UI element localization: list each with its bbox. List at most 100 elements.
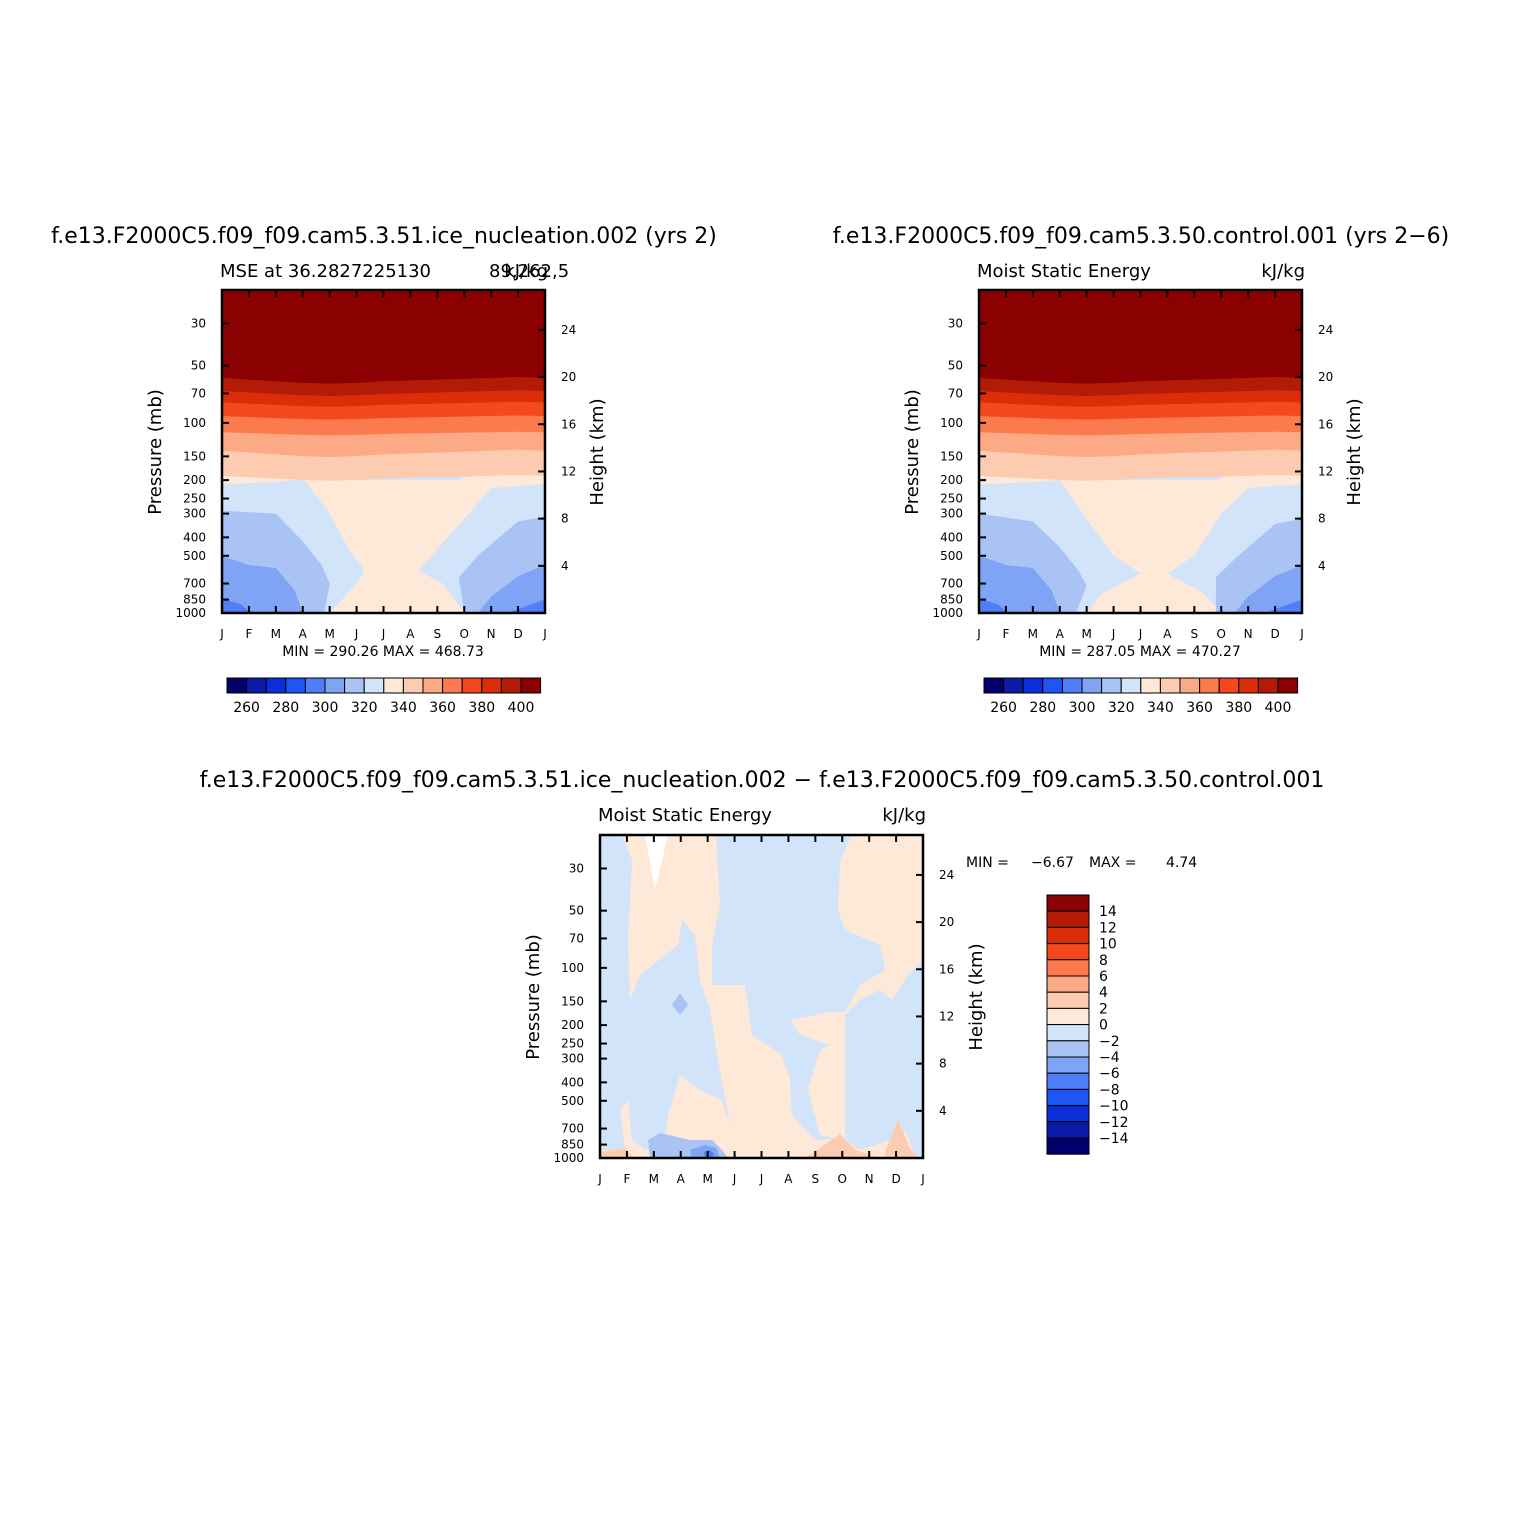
colorbar-c-swatch <box>1046 975 1090 993</box>
a-ytick-label: 850 <box>183 593 206 607</box>
b-ytick-label: 700 <box>940 577 963 591</box>
colorbar-swatch <box>983 677 1005 694</box>
colorbar-swatch <box>442 677 463 694</box>
a-ytick-right-label: 20 <box>561 370 576 384</box>
colorbar-swatch <box>422 677 444 694</box>
b-xtick-label: D <box>1270 627 1279 641</box>
a-xtick-label: D <box>513 627 522 641</box>
colorbar-c-swatch <box>1046 910 1090 928</box>
a-xtick-label: N <box>487 627 496 641</box>
c-ytick-label: 1000 <box>553 1151 584 1165</box>
a-ytick-label: 400 <box>183 530 206 544</box>
colorbar-swatch <box>520 677 542 694</box>
colorbar-c-label: 12 <box>1099 920 1117 936</box>
diff-region-neg-core <box>704 1150 714 1158</box>
colorbar-swatch <box>1257 677 1279 694</box>
b-xtick-label: F <box>1002 627 1009 641</box>
c-ytick-label: 500 <box>561 1094 584 1108</box>
b-ytick-right-label: 20 <box>1318 370 1333 384</box>
c-ytick-label: 400 <box>561 1075 584 1089</box>
a-xtick-label: S <box>434 627 442 641</box>
colorbar-swatch <box>1022 677 1044 694</box>
diff-region-pos-low-2 <box>885 1120 918 1158</box>
c-xtick-label: J <box>759 1172 764 1186</box>
a-ytick-right-label: 4 <box>561 559 569 573</box>
panel-c-max-label: MAX = <box>1089 855 1136 871</box>
a-ytick-label: 300 <box>183 507 206 521</box>
colorbar-c-label: 0 <box>1099 1018 1108 1034</box>
colorbar-c-label: 8 <box>1099 953 1108 969</box>
colorbar-label: 380 <box>1225 700 1252 716</box>
a-ytick-label: 500 <box>183 549 206 563</box>
b-ytick-right-label: 24 <box>1318 323 1333 337</box>
colorbar-label: 320 <box>1108 700 1135 716</box>
colorbar-c-label: 6 <box>1099 969 1108 985</box>
b-ytick-label: 50 <box>948 359 963 373</box>
colorbar-swatch <box>265 677 287 694</box>
c-xtick-label: D <box>891 1172 900 1186</box>
colorbar-c-swatch <box>1046 1072 1090 1090</box>
c-ytick-label: 250 <box>561 1037 584 1051</box>
colorbar-c-label: 10 <box>1099 937 1117 953</box>
c-xtick-label: J <box>920 1172 925 1186</box>
a-xtick-label: A <box>406 627 415 641</box>
panel-c-units: kJ/kg <box>882 805 926 826</box>
c-xtick-label: M <box>702 1172 712 1186</box>
field-coldest-right <box>507 599 545 613</box>
field-band-6 <box>979 290 1302 384</box>
b-xtick-label: J <box>976 627 981 641</box>
colorbar-c-swatch <box>1046 1024 1090 1042</box>
a-ytick-label: 150 <box>183 449 206 463</box>
colorbar-label: 300 <box>1069 700 1096 716</box>
c-ytick-label: 700 <box>561 1122 584 1136</box>
c-xtick-label: O <box>838 1172 847 1186</box>
panel-difference: f.e13.F2000C5.f09_f09.cam5.3.51.ice_nucl… <box>200 768 1325 1186</box>
colorbar-c-label: −14 <box>1099 1131 1129 1147</box>
colorbar-c-swatch <box>1046 926 1090 945</box>
colorbar-c-label: −8 <box>1099 1082 1120 1098</box>
panel-a-contour-field <box>222 290 545 613</box>
panel-c-max-value: 4.74 <box>1166 855 1197 871</box>
panel-a-ylabel: Pressure (mb) <box>145 389 166 515</box>
colorbar-swatch <box>363 677 385 694</box>
b-xtick-label: M <box>1081 627 1091 641</box>
b-ytick-label: 400 <box>940 530 963 544</box>
colorbar-swatch <box>461 677 483 694</box>
c-ytick-right-label: 16 <box>939 962 954 976</box>
colorbar-swatch <box>1218 677 1240 694</box>
c-xtick-label: J <box>597 1172 602 1186</box>
colorbar-label: 260 <box>990 700 1017 716</box>
panel-b-ylabel-right: Height (km) <box>1344 398 1365 505</box>
field-coldest-left <box>222 598 263 613</box>
c-ytick-right-label: 24 <box>939 868 954 882</box>
panel-b-colorbar: 260 280 300 320 340 360 380 400 <box>983 677 1299 716</box>
colorbar-c-swatch <box>1046 894 1090 912</box>
colorbar-label: 360 <box>429 700 456 716</box>
c-ytick-label: 150 <box>561 994 584 1008</box>
b-ytick-label: 200 <box>940 473 963 487</box>
b-ytick-right-label: 4 <box>1318 559 1326 573</box>
colorbar-swatch <box>1042 677 1063 694</box>
b-xtick-label: S <box>1191 627 1199 641</box>
c-ytick-label: 30 <box>569 861 584 875</box>
c-ytick-label: 50 <box>569 904 584 918</box>
panel-c-title: f.e13.F2000C5.f09_f09.cam5.3.51.ice_nucl… <box>200 768 1325 793</box>
colorbar-label: 380 <box>468 700 495 716</box>
colorbar-swatch <box>1199 677 1220 694</box>
colorbar-label: 400 <box>1265 700 1292 716</box>
b-xtick-label: J <box>1299 627 1304 641</box>
field-coldest-right <box>1264 599 1302 613</box>
a-ytick-right-label: 16 <box>561 417 576 431</box>
panel-a-colorbar: 260 280 300 320 340 360 380 400 <box>226 677 542 716</box>
c-ytick-label: 100 <box>561 961 584 975</box>
b-ytick-right-label: 8 <box>1318 512 1326 526</box>
panel-a-units: kJ/kg <box>504 261 548 282</box>
colorbar-c-label: −12 <box>1099 1115 1129 1131</box>
a-xtick-label: J <box>219 627 224 641</box>
panel-a-subtitle-overprint: 89,262,5 <box>489 261 569 282</box>
colorbar-swatch <box>1159 677 1181 694</box>
colorbar-swatch <box>1003 677 1024 694</box>
diff-region-right-positive <box>790 835 923 1140</box>
